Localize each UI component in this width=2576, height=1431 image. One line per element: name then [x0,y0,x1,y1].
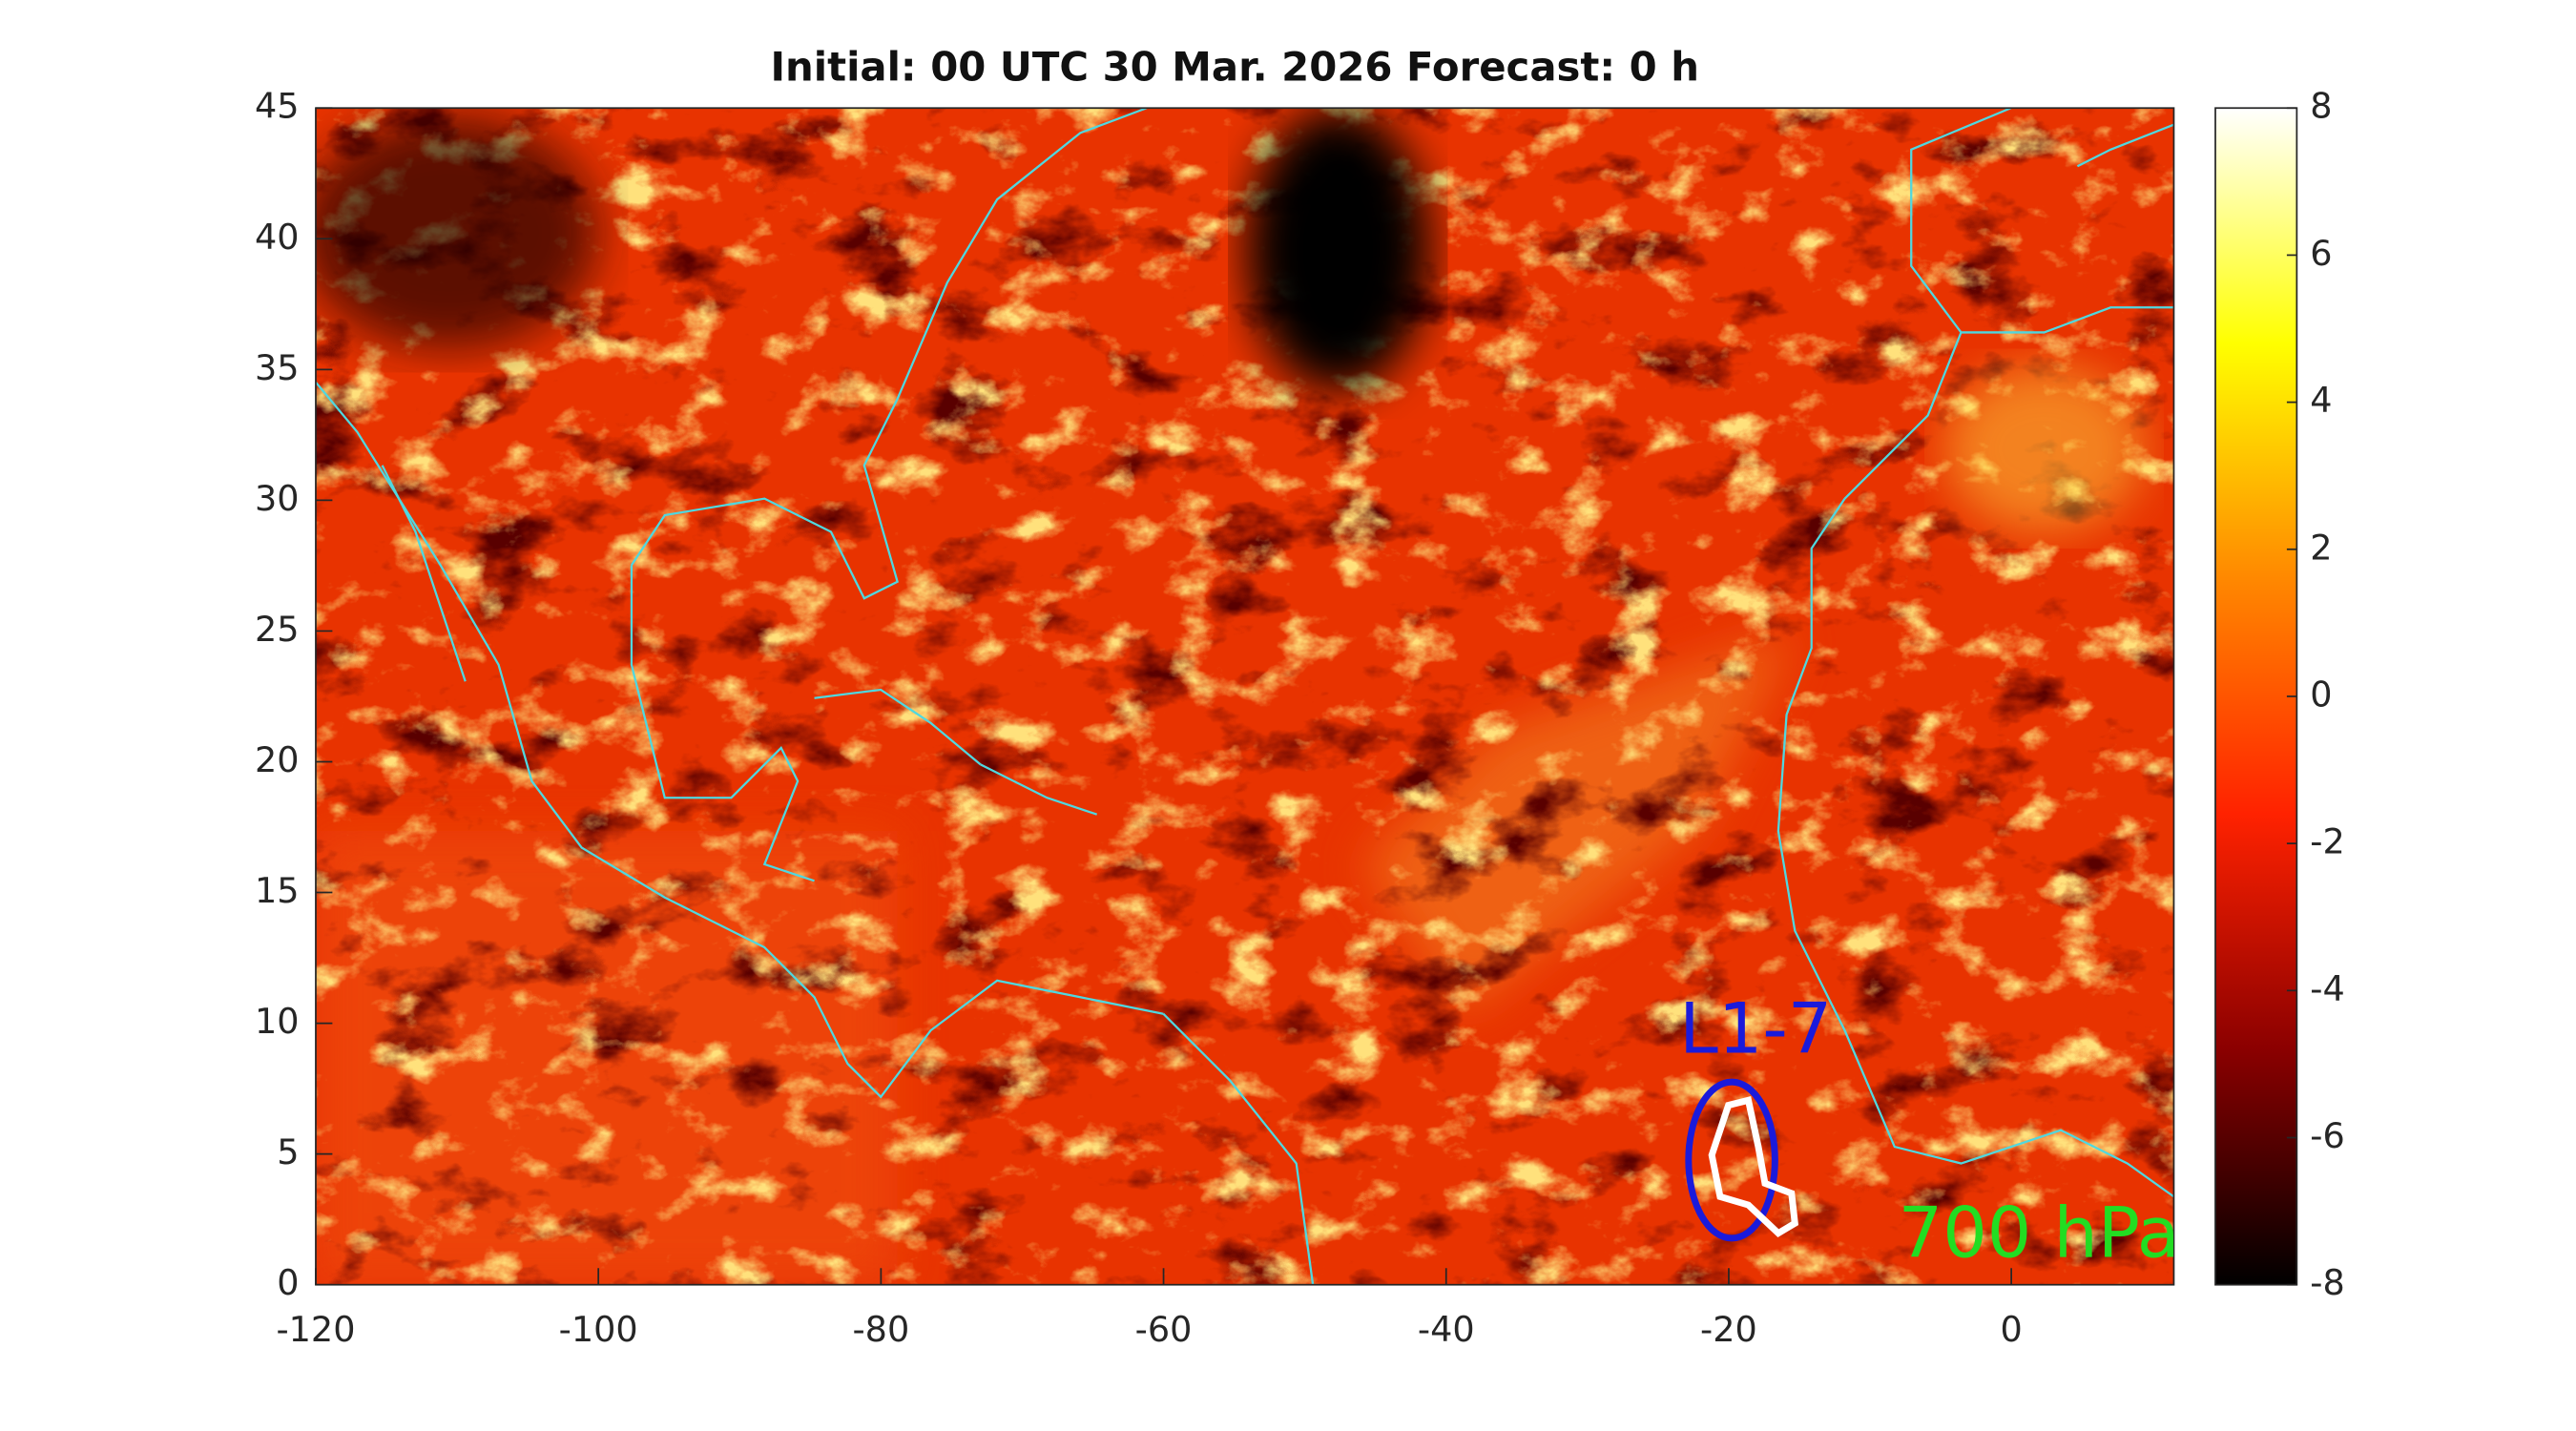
annotation: 700 hPa [1899,1192,2180,1274]
chart-title: Initial: 00 UTC 30 Mar. 2026 Forecast: 0… [770,44,1699,91]
y-tick-label: 20 [255,739,300,780]
colorbar-tick-label: 2 [2310,527,2332,568]
y-tick-label: 45 [255,86,300,127]
y-tick-label: 10 [255,1001,300,1042]
x-tick-label: -80 [852,1309,909,1350]
region-ellipse [1685,1078,1778,1242]
y-tick-label: 0 [277,1262,299,1303]
x-tick-label: -40 [1418,1309,1475,1350]
coastline [315,108,2174,1285]
colorbar-tick-label: 6 [2310,233,2332,274]
x-tick-label: -100 [559,1309,638,1350]
colorbar-tick-label: -4 [2310,968,2344,1009]
colorbar-tick-label: 0 [2310,674,2332,715]
colorbar-tick-label: -6 [2310,1115,2344,1156]
colorbar [2214,107,2298,1286]
y-tick-label: 30 [255,478,300,519]
colorbar-tick-label: -2 [2310,821,2344,862]
x-tick-label: -60 [1135,1309,1193,1350]
y-tick-label: 35 [255,347,300,388]
x-tick-label: -120 [276,1309,355,1350]
colorbar-tick-label: 8 [2310,86,2332,127]
x-tick-label: -20 [1700,1309,1757,1350]
annotation: L1-7 [1679,989,1832,1070]
plot-frame [315,107,2175,1286]
colorbar-tick-label: 4 [2310,380,2332,421]
field [315,108,2174,1285]
y-tick-label: 15 [255,870,300,911]
y-tick-label: 25 [255,609,300,650]
colorbar-tick-label: -8 [2310,1262,2344,1303]
x-tick-label: 0 [2000,1309,2022,1350]
contour [1708,1096,1798,1238]
y-tick-label: 40 [255,217,300,258]
y-tick-label: 5 [277,1131,299,1172]
